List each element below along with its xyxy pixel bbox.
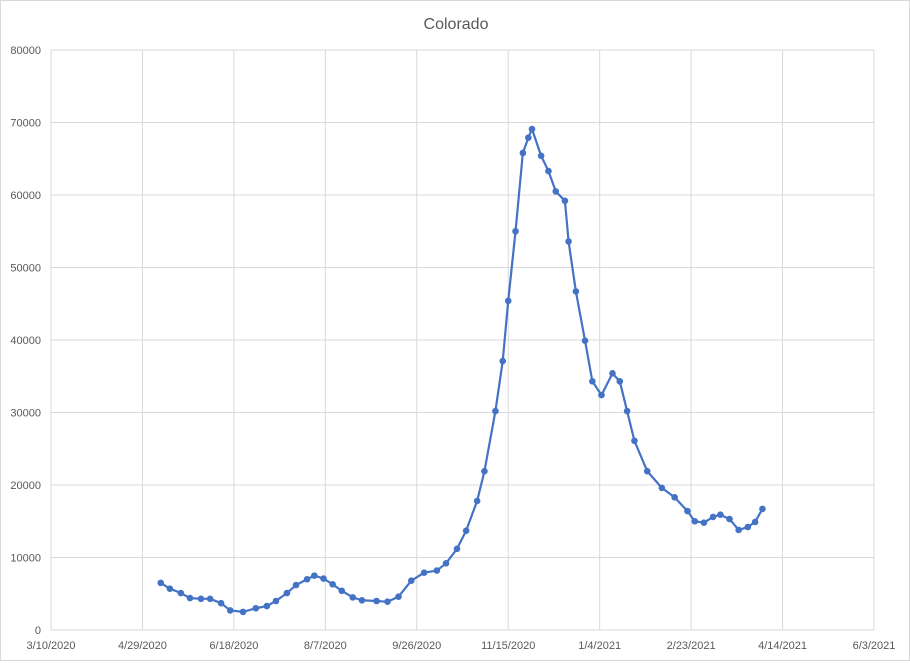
data-point [643, 467, 651, 475]
x-tick-label: 6/18/2020 [209, 640, 258, 652]
data-point [589, 378, 596, 385]
data-point [177, 589, 185, 597]
data-point [631, 437, 638, 445]
data-point [157, 579, 165, 587]
y-tick-label: 10000 [10, 553, 41, 565]
y-tick-label: 60000 [10, 190, 41, 202]
data-point [572, 288, 580, 295]
series-line [160, 127, 764, 613]
data-point [709, 513, 717, 521]
data-point [239, 608, 247, 616]
y-tick-label: 20000 [10, 480, 41, 492]
data-point [349, 594, 357, 601]
x-axis-ticks: 3/10/2020 4/29/2020 6/18/2020 8/7/2020 9/26/… [27, 640, 896, 652]
x-tick-label: 6/3/2021 [853, 640, 896, 652]
data-point [735, 526, 742, 534]
data-point [329, 581, 336, 588]
data-point [384, 598, 391, 606]
data-point [226, 607, 234, 614]
x-tick-label: 1/4/2021 [578, 640, 621, 652]
data-point [561, 197, 569, 205]
x-tick-label: 4/29/2020 [118, 640, 167, 652]
data-point [407, 577, 415, 584]
data-point [525, 134, 532, 142]
data-point [691, 517, 699, 525]
data-point [442, 560, 450, 567]
series [157, 125, 766, 616]
data-point [433, 567, 441, 574]
x-tick-label: 8/7/2020 [304, 640, 347, 652]
data-point [528, 125, 536, 133]
data-point [197, 595, 205, 603]
data-point [623, 407, 631, 415]
data-point [504, 297, 512, 305]
data-point [581, 337, 589, 345]
data-point [565, 238, 572, 245]
data-point [373, 597, 380, 605]
data-point [272, 597, 280, 605]
data-point [473, 497, 481, 505]
data-point [481, 467, 488, 475]
data-point [598, 391, 605, 399]
data-point [671, 494, 678, 501]
data-point [420, 569, 428, 577]
data-point [616, 378, 624, 385]
y-tick-label: 40000 [10, 335, 41, 347]
data-point [759, 505, 766, 513]
data-point [492, 407, 499, 415]
x-tick-label: 4/14/2021 [758, 640, 807, 652]
data-point [726, 515, 733, 523]
data-point [519, 149, 527, 157]
data-point [283, 589, 291, 597]
y-tick-label: 70000 [10, 118, 41, 130]
data-point [263, 602, 271, 610]
data-point [545, 167, 552, 175]
data-point [252, 604, 260, 612]
x-tick-label: 9/26/2020 [392, 640, 441, 652]
data-point [186, 594, 194, 602]
y-tick-label: 80000 [10, 45, 41, 57]
data-point [499, 357, 507, 365]
data-point [684, 507, 691, 515]
data-point [512, 227, 519, 235]
data-point [609, 370, 616, 377]
x-tick-label: 3/10/2020 [27, 640, 76, 652]
data-point [338, 587, 346, 595]
data-point [292, 581, 300, 589]
x-tick-label: 2/23/2021 [667, 640, 716, 652]
y-axis-ticks: 0 10000 20000 30000 40000 50000 60000 70000 8000… [10, 45, 41, 637]
data-point [358, 596, 366, 604]
data-point [462, 527, 470, 534]
y-tick-label: 0 [35, 625, 41, 637]
data-point [206, 595, 214, 603]
data-point [717, 511, 724, 519]
data-point [166, 585, 174, 592]
chart-title: Colorado [424, 16, 489, 33]
data-point [320, 575, 327, 582]
data-point [395, 593, 402, 600]
data-point [658, 484, 666, 492]
data-point [453, 545, 461, 553]
gridlines [50, 49, 875, 631]
data-point [217, 599, 225, 607]
data-point [700, 519, 708, 526]
data-point [537, 152, 545, 160]
data-point [744, 523, 752, 531]
x-tick-label: 11/15/2020 [481, 640, 535, 652]
data-point [751, 518, 759, 526]
data-point [311, 572, 318, 579]
y-tick-label: 30000 [10, 408, 41, 420]
data-point [303, 575, 311, 583]
y-tick-label: 50000 [10, 263, 41, 275]
data-point [552, 188, 560, 195]
